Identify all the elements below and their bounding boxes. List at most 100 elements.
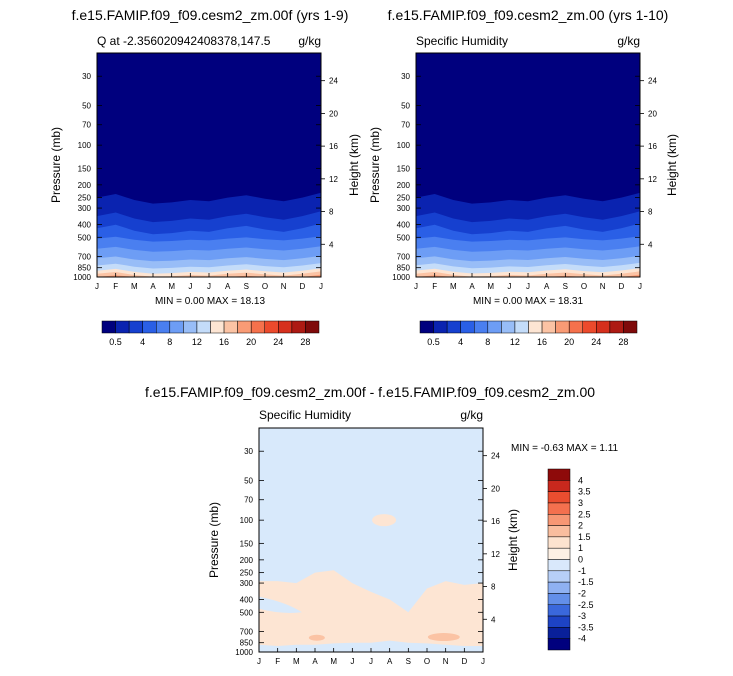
colorbar-swatch [596, 320, 611, 334]
colorbar-swatch [547, 559, 571, 572]
diff-lowlevel-blob-nov [427, 633, 460, 642]
colorbar-swatch [547, 547, 571, 560]
month-tick-label: M [330, 657, 337, 666]
panel-2-ylabel: Pressure (mb) [368, 127, 382, 203]
pressure-tick-label: 100 [397, 141, 411, 150]
panel-1-title: f.e15.FAMIP.f09_f09.cesm2_zm.00f (yrs 1-… [72, 7, 349, 23]
height-tick-label: 24 [329, 77, 338, 86]
pressure-tick-label: 700 [397, 253, 411, 262]
colorbar-label: 8 [167, 337, 172, 347]
height-tick-label: 12 [648, 175, 657, 184]
colorbar-swatch [547, 581, 571, 594]
month-tick-label: O [424, 657, 430, 666]
colorbar-label: -2.5 [578, 600, 594, 610]
colorbar-swatch [547, 536, 571, 549]
month-tick-label: A [150, 282, 156, 291]
colorbar-swatch [547, 480, 571, 492]
month-tick-label: S [406, 657, 411, 666]
pressure-tick-label: 70 [82, 121, 91, 130]
colorbar-swatch [142, 320, 157, 334]
pressure-tick-label: 1000 [73, 273, 91, 282]
colorbar-swatch [547, 491, 571, 504]
colorbar-swatch [128, 320, 143, 334]
month-tick-label: A [544, 282, 550, 291]
month-tick-label: J [369, 657, 373, 666]
colorbar-label: 20 [246, 337, 256, 347]
colorbar-swatch [514, 320, 529, 334]
colorbar-label: 16 [219, 337, 229, 347]
pressure-tick-label: 700 [240, 628, 254, 637]
colorbar-label: -1.5 [578, 577, 594, 587]
panel-1: f.e15.FAMIP.f09_f09.cesm2_zm.00f (yrs 1-… [49, 7, 361, 347]
month-tick-label: J [350, 657, 354, 666]
pressure-tick-label: 150 [397, 164, 411, 173]
colorbar-label: 24 [273, 337, 283, 347]
height-tick-label: 8 [329, 208, 334, 217]
pressure-tick-label: 200 [397, 181, 411, 190]
pressure-tick-label: 700 [78, 253, 92, 262]
panel-3-stats: MIN = -0.63 MAX = 1.11 [511, 443, 619, 454]
pressure-tick-label: 400 [78, 221, 92, 230]
colorbar-swatch [223, 320, 238, 334]
height-tick-label: 24 [648, 77, 657, 86]
diff-lowlevel-blob-apr [308, 634, 325, 641]
pressure-tick-label: 30 [82, 72, 91, 81]
colorbar-swatch [250, 320, 265, 334]
panel-2-colorbar: 0.5 4 8 12 16 20 24 28 [419, 320, 638, 347]
pressure-tick-label: 150 [78, 164, 92, 173]
month-tick-label: A [387, 657, 393, 666]
colorbar-label: -4 [578, 634, 586, 644]
month-tick-label: M [487, 282, 494, 291]
pressure-tick-label: 30 [401, 72, 410, 81]
colorbar-swatch [547, 525, 571, 538]
diff-negative-intrusion [259, 596, 302, 613]
colorbar-swatch [169, 320, 184, 334]
colorbar-label: 3.5 [578, 487, 591, 497]
colorbar-swatch [291, 320, 306, 334]
colorbar-label: 28 [300, 337, 310, 347]
height-tick-label: 8 [648, 208, 653, 217]
colorbar-label: 3 [578, 498, 583, 508]
colorbar-swatch [278, 320, 293, 334]
colorbar-label: 24 [591, 337, 601, 347]
colorbar-swatch [487, 320, 502, 334]
colorbar-swatch [196, 320, 211, 334]
panel-3-units: g/kg [460, 408, 483, 422]
pressure-tick-label: 30 [244, 447, 253, 456]
colorbar-swatch [582, 320, 597, 334]
pressure-tick-label: 150 [240, 539, 254, 548]
pressure-tick-label: 500 [397, 233, 411, 242]
colorbar-swatch [568, 320, 583, 334]
height-tick-label: 4 [491, 615, 496, 624]
pressure-tick-label: 400 [397, 221, 411, 230]
colorbar-label: 12 [192, 337, 202, 347]
colorbar-swatch [115, 320, 130, 334]
colorbar-label: 0 [578, 555, 583, 565]
height-tick-label: 16 [329, 142, 338, 151]
pressure-tick-label: 400 [240, 596, 254, 605]
colorbar-swatch [433, 320, 448, 334]
month-tick-label: N [281, 282, 287, 291]
colorbar-swatch [210, 320, 225, 334]
colorbar-swatch [547, 638, 571, 651]
panel-3-ylabel: Pressure (mb) [207, 502, 221, 578]
colorbar-label: 1 [578, 543, 583, 553]
panel-3-ylabel-right: Height (km) [506, 509, 520, 571]
colorbar-label: 20 [564, 337, 574, 347]
colorbar-swatch [183, 320, 198, 334]
pressure-tick-label: 50 [244, 476, 253, 485]
month-tick-label: N [443, 657, 449, 666]
month-tick-label: J [414, 282, 418, 291]
colorbar-swatch [547, 604, 571, 617]
height-tick-label: 12 [329, 175, 338, 184]
colorbar-swatch [237, 320, 252, 334]
colorbar-swatch [623, 320, 638, 334]
height-tick-label: 24 [491, 452, 500, 461]
colorbar-swatch [460, 320, 475, 334]
diff-upper-positive-blob [372, 514, 397, 527]
month-tick-label: M [168, 282, 175, 291]
month-tick-label: J [207, 282, 211, 291]
colorbar-label: -3.5 [578, 622, 594, 632]
